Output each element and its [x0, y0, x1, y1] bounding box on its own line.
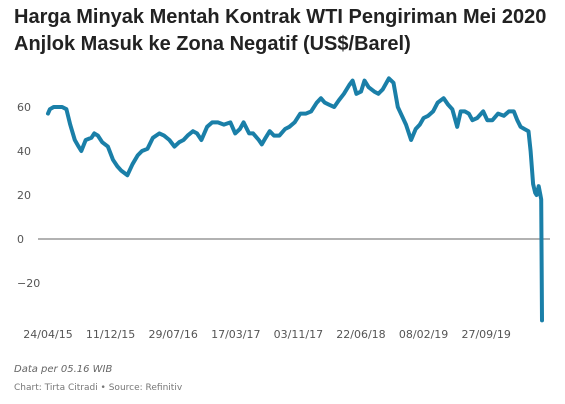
chart-credit: Chart: Tirta Citradi • Source: Refinitiv	[14, 383, 183, 393]
y-tick-label: 20	[17, 189, 31, 202]
x-tick-label: 27/09/19	[461, 328, 510, 341]
y-tick-label: 40	[17, 145, 31, 158]
y-tick-label: −20	[17, 277, 40, 290]
x-tick-label: 03/11/17	[274, 328, 323, 341]
x-tick-label: 11/12/15	[86, 328, 135, 341]
x-tick-label: 29/07/16	[148, 328, 197, 341]
x-tick-label: 08/02/19	[399, 328, 448, 341]
y-tick-label: 0	[17, 233, 24, 246]
x-tick-label: 17/03/17	[211, 328, 260, 341]
data-timestamp-note: Data per 05.16 WIB	[14, 364, 113, 375]
chart-title: Harga Minyak Mentah Kontrak WTI Pengirim…	[14, 6, 547, 55]
x-tick-label: 24/04/15	[23, 328, 72, 341]
wti-price-line	[46, 76, 544, 323]
y-tick-label: 60	[17, 101, 31, 114]
x-tick-label: 22/06/18	[336, 328, 385, 341]
